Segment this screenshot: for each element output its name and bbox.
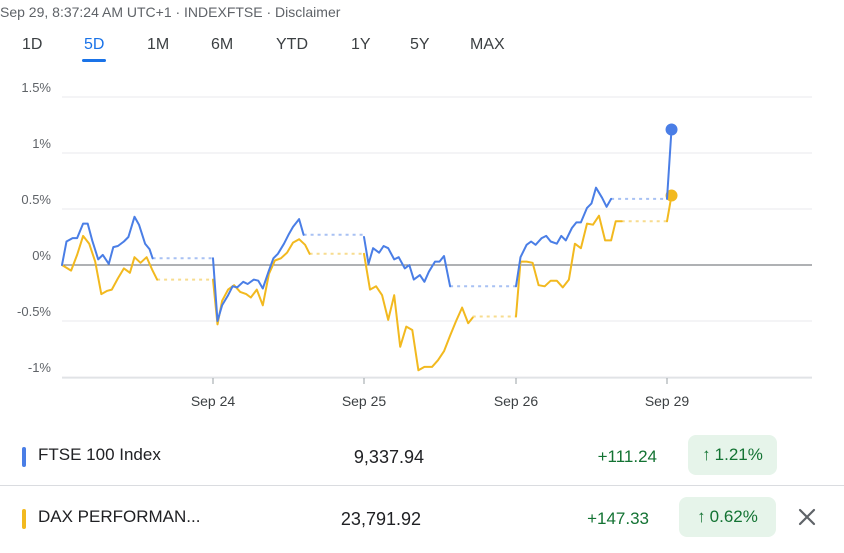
x-tick-label: Sep 26 bbox=[494, 393, 539, 409]
dax-performance-index-series-line bbox=[515, 214, 623, 318]
x-tick-label: Sep 24 bbox=[191, 393, 236, 409]
tab-1d[interactable]: 1D bbox=[22, 36, 43, 53]
ftse-percent: 1.21% bbox=[714, 445, 763, 464]
close-icon[interactable] bbox=[795, 505, 819, 529]
y-tick-label: 0% bbox=[32, 248, 51, 263]
arrow-up-icon: ↑ bbox=[702, 445, 711, 464]
dax-percent-badge: ↑ 0.62% bbox=[679, 497, 776, 537]
tab-6m[interactable]: 6M bbox=[211, 36, 234, 53]
tab-max[interactable]: MAX bbox=[470, 36, 505, 53]
dax-legend-swatch bbox=[22, 509, 26, 529]
tab-5d[interactable]: 5D bbox=[81, 36, 107, 66]
y-tick-label: 0.5% bbox=[21, 192, 51, 207]
arrow-up-icon: ↑ bbox=[697, 507, 706, 526]
price-chart[interactable]: 1.5% 1% 0.5% 0% -0.5% -1% Sep 24 Sep 25 Sep 26 Se… bbox=[0, 82, 844, 417]
dax-name: DAX PERFORMAN... bbox=[38, 507, 201, 526]
tab-5y[interactable]: 5Y bbox=[410, 36, 430, 53]
dax-performance-index-series-line bbox=[363, 252, 474, 372]
x-tick-label: Sep 25 bbox=[342, 393, 387, 409]
ftse-100-index-series-line bbox=[61, 215, 154, 266]
y-tick-label: 1% bbox=[32, 136, 51, 151]
dax-performance-index-series-line bbox=[212, 238, 311, 326]
dax-performance-index-series-line bbox=[61, 234, 159, 296]
header-meta: Sep 29, 8:37:24 AM UTC+1 · INDEXFTSE · D… bbox=[0, 4, 341, 20]
ftse-100-index-last-point bbox=[665, 123, 678, 136]
dax-change: +147.33 bbox=[587, 509, 649, 528]
dax-row[interactable]: DAX PERFORMAN... 23,791.92 +147.33 ↑ 0.6… bbox=[0, 487, 844, 547]
y-tick-label: -0.5% bbox=[17, 304, 51, 319]
ftse-price: 9,337.94 bbox=[353, 447, 424, 467]
ftse-legend-swatch bbox=[22, 447, 26, 467]
x-tick-label: Sep 29 bbox=[645, 393, 690, 409]
dax-performance-index-last-point bbox=[665, 189, 678, 202]
ftse-percent-badge: ↑ 1.21% bbox=[688, 435, 777, 475]
y-tick-label: -1% bbox=[28, 360, 52, 375]
range-tabs: 1D 5D 1M 6M YTD 1Y 5Y MAX bbox=[0, 36, 540, 66]
ftse-name: FTSE 100 Index bbox=[38, 445, 161, 464]
ftse-100-index-series-line bbox=[212, 218, 305, 322]
tab-1y[interactable]: 1Y bbox=[351, 36, 371, 53]
ftse-change: +111.24 bbox=[597, 447, 657, 466]
ftse-100-index-series-line bbox=[666, 128, 673, 200]
tab-ytd[interactable]: YTD bbox=[276, 36, 308, 53]
ftse-row[interactable]: FTSE 100 Index 9,337.94 +111.24 ↑ 1.21% bbox=[0, 425, 844, 485]
row-divider bbox=[0, 485, 844, 486]
ftse-100-index-series-line bbox=[515, 186, 613, 288]
y-tick-label: 1.5% bbox=[21, 82, 51, 95]
dax-percent: 0.62% bbox=[709, 507, 758, 526]
dax-price: 23,791.92 bbox=[340, 509, 421, 529]
ftse-100-index-series-line bbox=[363, 236, 452, 288]
tab-1m[interactable]: 1M bbox=[147, 36, 170, 53]
